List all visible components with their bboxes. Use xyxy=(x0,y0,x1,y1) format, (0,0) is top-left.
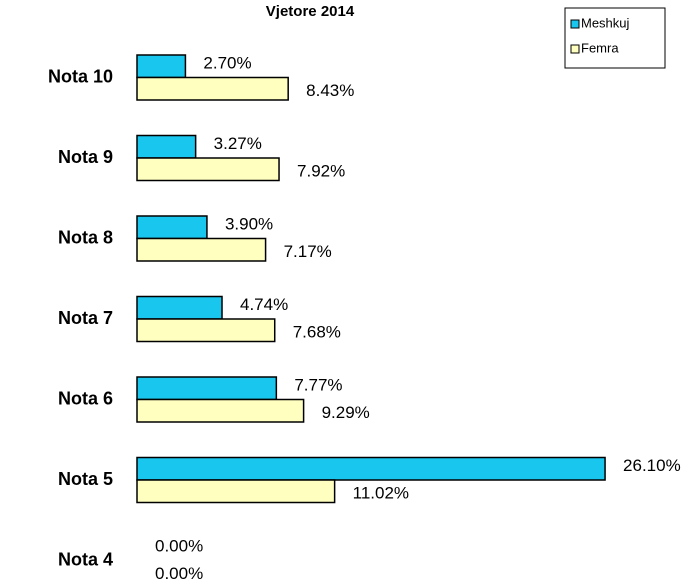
value-label: 7.77% xyxy=(294,375,342,394)
bar xyxy=(136,376,278,401)
value-label: 7.92% xyxy=(297,161,345,180)
chart-title: Vjetore 2014 xyxy=(266,3,355,20)
bar xyxy=(136,237,267,262)
bar xyxy=(136,295,223,320)
value-label: 2.70% xyxy=(203,53,251,72)
value-label: 3.27% xyxy=(214,134,262,153)
value-label: 7.17% xyxy=(284,242,332,261)
bar xyxy=(136,54,187,79)
legend-label: Femra xyxy=(581,40,619,55)
value-label: 8.43% xyxy=(306,81,354,100)
category-label: Nota 4 xyxy=(58,549,113,569)
value-label: 26.10% xyxy=(623,456,681,475)
category-label: Nota 7 xyxy=(58,308,113,328)
value-label: 3.90% xyxy=(225,214,273,233)
value-label: 0.00% xyxy=(155,564,203,580)
legend-swatch xyxy=(570,19,580,29)
value-label: 4.74% xyxy=(240,295,288,314)
bar xyxy=(136,215,208,240)
legend-box xyxy=(564,7,666,69)
bar xyxy=(136,157,280,182)
legend-label: Meshkuj xyxy=(581,15,630,30)
category-label: Nota 8 xyxy=(58,227,113,247)
bar xyxy=(136,398,305,423)
bar xyxy=(136,134,197,159)
value-label: 0.00% xyxy=(155,536,203,555)
legend-swatch xyxy=(570,44,580,54)
value-label: 7.68% xyxy=(293,322,341,341)
category-label: Nota 10 xyxy=(48,66,113,86)
bar xyxy=(136,479,336,504)
value-label: 11.02% xyxy=(353,483,409,502)
category-label: Nota 6 xyxy=(58,388,113,408)
bar xyxy=(136,76,289,101)
bar xyxy=(136,456,606,481)
bar xyxy=(136,318,276,343)
category-label: Nota 9 xyxy=(58,147,113,167)
value-label: 9.29% xyxy=(322,403,370,422)
category-label: Nota 5 xyxy=(58,469,113,489)
